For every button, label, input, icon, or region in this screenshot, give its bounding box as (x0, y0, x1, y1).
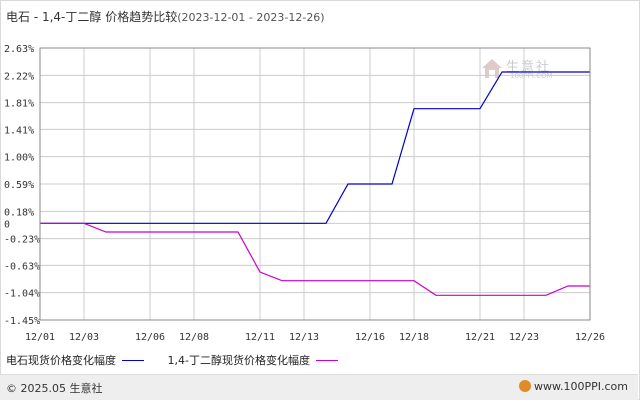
legend-swatch-1 (122, 359, 144, 361)
x-tick-label: 12/08 (179, 332, 209, 343)
legend-label-1: 电石现货价格变化幅度 (6, 354, 116, 367)
y-tick-label: -0.63% (4, 261, 40, 272)
series-line-2 (40, 222, 590, 296)
watermark-url: 100PPI.COM (510, 72, 553, 80)
x-tick-label: 12/16 (355, 332, 385, 343)
y-tick-label: 0 (4, 219, 10, 230)
y-axis-ticks: 2.63% 2.22% 1.81% 1.41% 1.00% 0.59% 0.18%0 -0.2… (4, 44, 40, 327)
x-tick-label: 12/03 (69, 332, 99, 343)
y-tick-label: -0.23% (4, 235, 40, 246)
site-logo-icon (519, 380, 532, 392)
x-tick-label: 12/06 (135, 332, 165, 343)
chart-date-range: (2023-12-01 - 2023-12-26) (177, 11, 325, 24)
footer-bar: © 2025.05 生意社 www.100PPI.com (0, 374, 638, 400)
legend-swatch-2 (315, 359, 338, 361)
footer-copyright: © 2025.05 生意社 (6, 382, 103, 395)
plot-border (39, 47, 591, 321)
x-tick-label: 12/23 (509, 332, 539, 343)
y-tick-label: 0.59% (4, 180, 34, 191)
chart-grid (39, 47, 591, 321)
chart-legend: 电石现货价格变化幅度 1,4-丁二醇现货价格变化幅度 (6, 352, 358, 368)
y-tick-label: 1.81% (4, 99, 34, 110)
y-tick-label: 2.63% (4, 44, 34, 55)
y-tick-label: -1.04% (4, 289, 40, 300)
y-tick-label: 0.18% (4, 207, 34, 218)
chart-title: 电石 - 1,4-丁二醇 价格趋势比较(2023-12-01 - 2023-12… (6, 8, 325, 25)
x-tick-label: 12/01 (25, 332, 55, 343)
x-tick-label: 12/18 (399, 332, 429, 343)
x-axis-ticks: 12/01 12/03 12/06 12/08 12/11 12/13 12/16 12/18… (25, 332, 605, 343)
x-tick-label: 12/21 (465, 332, 495, 343)
footer-site-text: www.100PPI.com (534, 380, 628, 393)
chart-series (40, 71, 590, 296)
legend-item-2: 1,4-丁二醇现货价格变化幅度 (168, 352, 338, 368)
x-tick-label: 12/13 (289, 332, 319, 343)
watermark-name: 生意社 (506, 60, 552, 75)
legend-label-2: 1,4-丁二醇现货价格变化幅度 (167, 354, 310, 367)
watermark-logo: 生意社 100PPI.COM (480, 56, 580, 82)
chart-title-text: 电石 - 1,4-丁二醇 价格趋势比较 (6, 10, 178, 24)
y-tick-label: 1.00% (4, 153, 34, 164)
y-tick-label: -1.45% (4, 316, 40, 327)
footer-site-link[interactable]: www.100PPI.com (519, 380, 628, 393)
y-tick-label: 2.22% (4, 71, 34, 82)
y-tick-label: 1.41% (4, 125, 34, 136)
house-icon (482, 59, 502, 78)
series-line-1 (40, 71, 590, 224)
x-tick-label: 12/26 (575, 332, 605, 343)
legend-item-1: 电石现货价格变化幅度 (6, 352, 144, 368)
x-tick-label: 12/11 (245, 332, 275, 343)
